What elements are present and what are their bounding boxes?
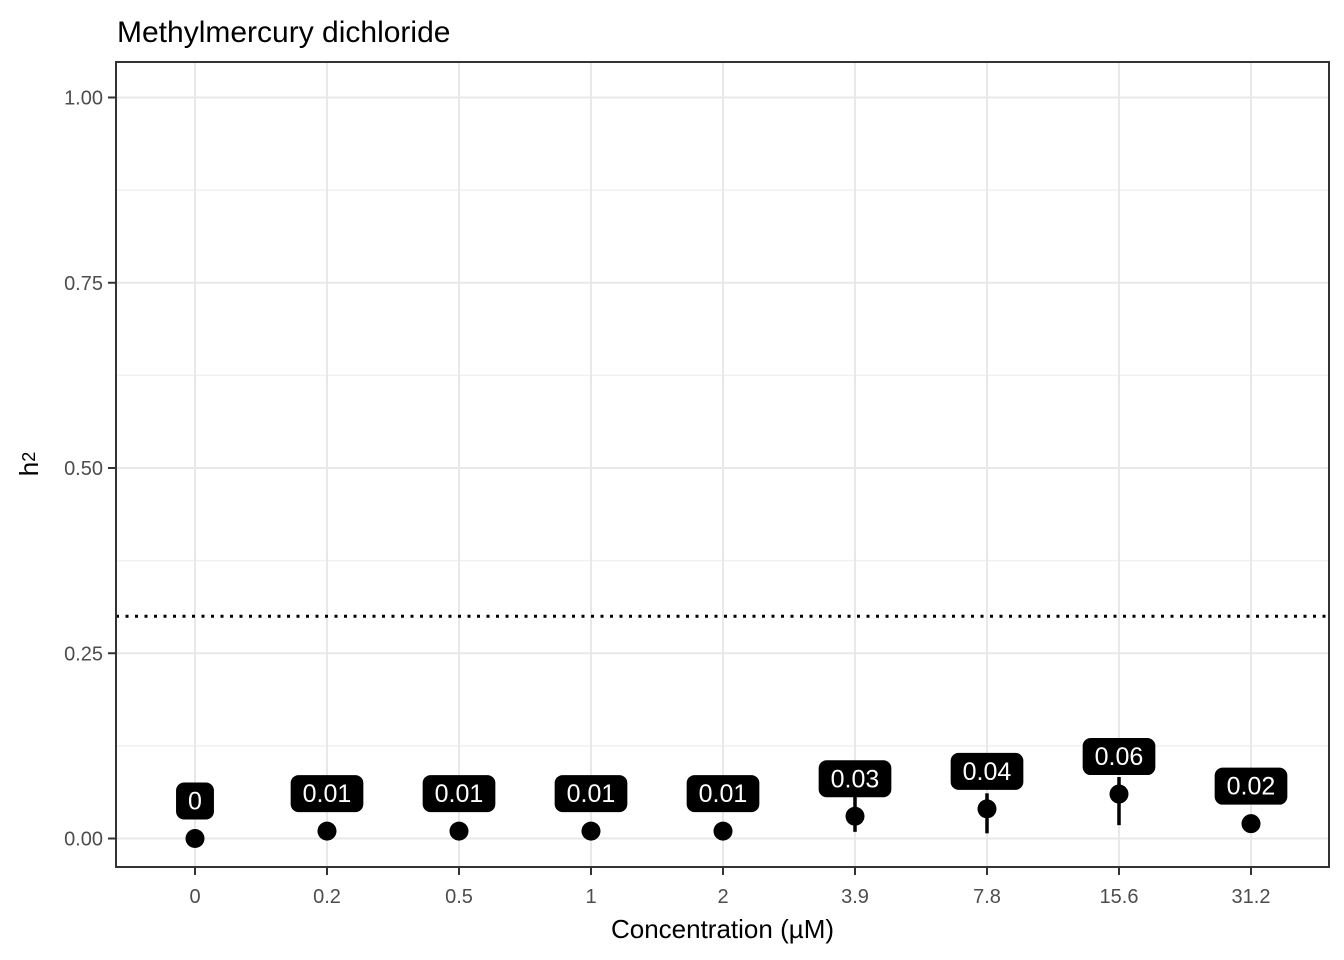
point-label: 0.01: [435, 780, 484, 808]
x-tick-label: 7.8: [973, 886, 1001, 908]
point-label: 0: [188, 788, 202, 816]
y-tick-label: 0.00: [64, 829, 103, 851]
point-label: 0.04: [963, 758, 1012, 786]
point-label-box: [818, 760, 892, 798]
data-point: [977, 799, 997, 819]
y-axis-title-base: h: [13, 461, 44, 477]
chart-title: Methylmercury dichloride: [117, 16, 451, 49]
x-tick-label: 2: [717, 886, 728, 908]
y-tick-label: 0.50: [64, 458, 103, 480]
x-axis-title: Concentration (µM): [610, 914, 835, 944]
x-tick-label: 3.9: [841, 886, 869, 908]
data-point: [449, 821, 469, 841]
x-tick-label: 0.5: [445, 886, 473, 908]
point-label-box: [686, 775, 760, 813]
data-point: [713, 821, 733, 841]
x-tick-label: 15.6: [1100, 886, 1139, 908]
point-label-box: [290, 775, 364, 813]
x-tick-label: 0: [189, 886, 200, 908]
x-tick-label: 0.2: [313, 886, 341, 908]
data-point: [1241, 814, 1261, 834]
y-tick-label: 0.25: [64, 643, 103, 665]
point-label-box: [554, 775, 628, 813]
point-label-box: [1082, 738, 1156, 776]
point-label-box: [422, 775, 496, 813]
data-point: [185, 829, 205, 848]
data-point: [581, 821, 601, 841]
point-label: 0.06: [1095, 743, 1144, 771]
data-point: [1109, 784, 1129, 804]
point-label-box: [950, 752, 1024, 790]
y-tick-label: 0.75: [64, 273, 103, 295]
point-label: 0.03: [831, 765, 880, 793]
point-label: 0.02: [1227, 773, 1276, 801]
x-tick-label: 31.2: [1232, 886, 1271, 908]
data-point: [317, 821, 337, 841]
point-label: 0.01: [699, 780, 748, 808]
data-point: [845, 806, 865, 826]
x-tick-label: 1: [585, 886, 596, 908]
point-label: 0.01: [567, 780, 616, 808]
point-label: 0.01: [303, 780, 352, 808]
point-label-box: [1214, 767, 1288, 805]
y-tick-label: 1.00: [64, 88, 103, 110]
point-label-box: [176, 782, 214, 820]
